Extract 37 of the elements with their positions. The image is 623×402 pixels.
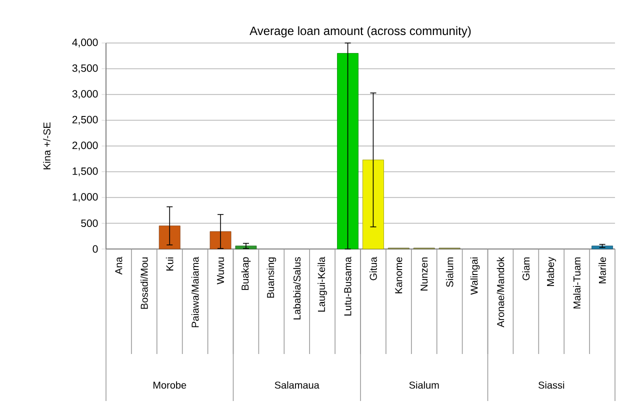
x-tick-label: Paiawa/Maiama: [191, 256, 199, 328]
x-tick-label: Aronae/Mandok: [496, 256, 504, 328]
x-tick-label: Giam: [522, 257, 530, 280]
x-tick-label: Ana: [115, 256, 122, 275]
x-tick-label: Walingai: [470, 257, 480, 295]
x-tick-label: Kanome: [395, 257, 402, 294]
x-tick-label: Laugui-Keila: [318, 256, 327, 312]
text: Sialum: [409, 381, 439, 389]
text: Siassi: [538, 381, 564, 389]
x-tick-label: Buansing: [266, 257, 276, 298]
chart-title: Average loan amount (across community): [250, 26, 471, 38]
text: Salamaua: [274, 381, 320, 389]
y-axis-title: Kina +/-SE: [43, 122, 50, 170]
x-tick-label: Kui: [166, 257, 174, 270]
x-tick-label: Gitua: [370, 256, 377, 280]
x-tick-label: Sialum: [446, 257, 454, 287]
y-tick-label: 0: [92, 245, 98, 253]
bar: [592, 246, 613, 250]
x-tick-label: Lababia/Salus: [293, 257, 301, 320]
text: Morobe: [153, 381, 186, 389]
bar: [235, 246, 257, 250]
x-tick-label: Bosadi/Mou: [140, 257, 148, 309]
y-tick-label: 3,000: [72, 90, 98, 99]
x-tick-label: Mabey: [546, 256, 556, 286]
x-tick-label: Buakap: [241, 257, 251, 290]
x-tick-label: Marile: [598, 257, 606, 284]
y-tick-label: 3,500: [72, 64, 98, 74]
x-tick-label: Lutu-Busama: [344, 256, 352, 316]
y-tick-label: 1,500: [72, 167, 98, 176]
y-tick-label: 2,500: [72, 116, 98, 125]
x-tick-label: Wuwu: [217, 257, 224, 284]
y-tick-label: 2,000: [72, 142, 98, 150]
y-tick-label: 1,000: [72, 193, 98, 202]
x-tick-label: Nunzen: [420, 257, 428, 290]
y-tick-label: 500: [81, 220, 98, 227]
y-tick-label: 4,000: [72, 38, 98, 48]
x-tick-label: Malai-Tuam: [573, 257, 580, 308]
